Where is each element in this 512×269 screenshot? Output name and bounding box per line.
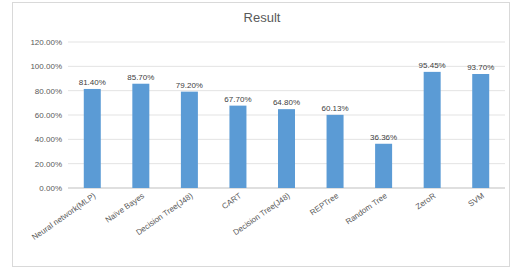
data-label: 64.80% — [273, 98, 300, 107]
y-tick-label: 100.00% — [30, 62, 62, 71]
bar — [278, 109, 295, 188]
y-tick-label: 20.00% — [35, 160, 62, 169]
data-label: 81.40% — [79, 78, 106, 87]
chart-title: Result — [244, 10, 281, 25]
x-tick-label: Naïve Bayes — [104, 191, 146, 224]
y-tick-label: 80.00% — [35, 87, 62, 96]
x-tick-label: Decision Tree(J48) — [134, 191, 194, 237]
data-label: 79.20% — [176, 81, 203, 90]
bar — [229, 106, 246, 188]
bar — [132, 84, 149, 188]
x-tick-label: ZeroR — [414, 191, 438, 211]
x-tick-label: REPTree — [308, 191, 340, 217]
x-tick-label: Random Tree — [344, 191, 389, 226]
chart: Result 0.00% 20.00% 40.00% 60.00% 80.00% 100.0… — [0, 0, 512, 269]
x-tick-label: CART — [220, 191, 243, 211]
chart-frame — [13, 3, 510, 267]
data-label: 95.45% — [419, 61, 446, 70]
data-label: 93.70% — [467, 63, 494, 72]
bar — [84, 89, 101, 188]
data-label: 36.36% — [370, 133, 397, 142]
grid-line — [68, 42, 505, 43]
y-tick-label: 40.00% — [35, 135, 62, 144]
y-tick-label: 60.00% — [35, 111, 62, 120]
y-tick-label: 120.00% — [30, 38, 62, 47]
bar — [181, 92, 198, 188]
bar — [472, 74, 489, 188]
bar — [375, 144, 392, 188]
bar — [424, 72, 441, 188]
bars — [84, 72, 489, 188]
x-tick-label: Decision Tree(J48) — [231, 191, 291, 237]
data-label: 85.70% — [127, 73, 154, 82]
bar — [327, 115, 344, 188]
data-label: 60.13% — [321, 104, 348, 113]
x-tick-label: SVM — [467, 191, 487, 209]
y-tick-label: 0.00% — [39, 184, 62, 193]
data-label: 67.70% — [224, 95, 251, 104]
x-tick-label: Neural network(MLP) — [30, 191, 97, 242]
